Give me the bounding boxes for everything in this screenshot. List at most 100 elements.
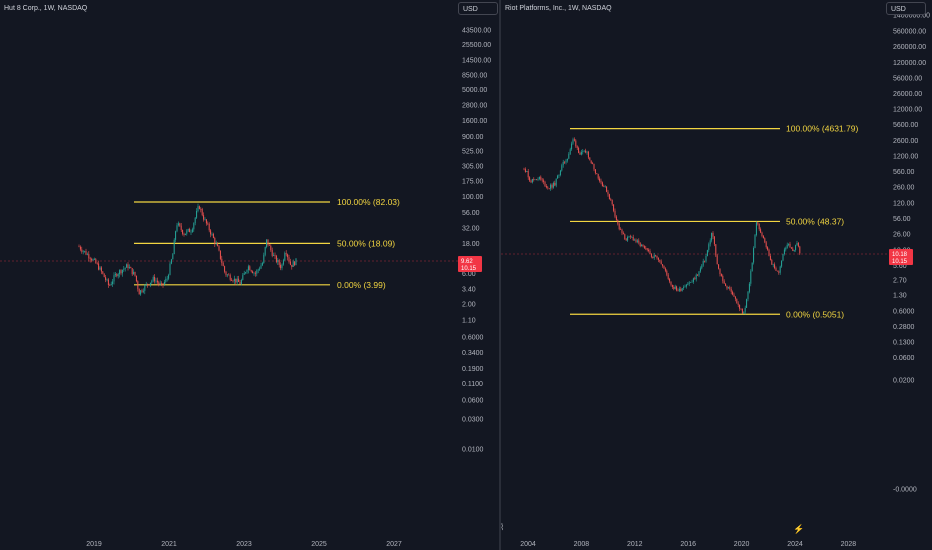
candle-body [765,242,767,248]
candle-body [140,290,142,295]
riot-currency-button[interactable]: USD [886,2,926,15]
candle-body [165,278,167,282]
pane-divider[interactable] [499,0,501,550]
fib-level-label: 50.00% (48.37) [786,216,844,226]
candle-body [628,236,630,238]
fib-level-label: 50.00% (18.09) [337,238,395,248]
candle-body [214,237,216,244]
riot-chart[interactable]: 1400000.00 560000.00 260000.00 120000.00 560… [501,0,932,550]
candle-body [578,148,580,153]
hut8-chart-pane[interactable]: 43500.00 25500.00 14500.00 8500.00 5000.00 28… [0,0,504,550]
x-tick-label: 2028 [841,541,857,548]
candle-body [648,249,650,251]
candle-body [653,255,655,258]
hut8-currency-button[interactable]: USD [458,2,498,15]
candle-body [84,250,86,252]
candle-body [113,275,115,282]
candle-body [677,290,679,292]
candle-body [655,255,657,256]
candle-body [576,146,578,149]
candle-body [781,260,783,267]
candle-body [670,281,672,285]
y-tick-label: 25500.00 [462,42,491,49]
riot-symbol-title[interactable]: Riot Platforms, Inc., 1W, NASDAQ [505,5,612,12]
candle-body [264,246,266,255]
candle-body [114,274,116,276]
candle-body [572,139,574,144]
candle-body [295,258,297,266]
candle-body [786,244,788,248]
candle-body [650,253,652,257]
candle-body [583,150,585,152]
candle-body [530,180,532,183]
candle-body [547,187,549,189]
candle-body [698,271,700,276]
candle-body [771,259,773,265]
hut8-symbol-title[interactable]: Hut 8 Corp., 1W, NASDAQ [4,5,88,12]
candle-body [642,244,644,247]
x-tick-label: 2027 [386,541,402,548]
candle-body [601,182,603,187]
candle-body [662,264,664,266]
candle-body [681,288,683,291]
candle-body [755,222,757,235]
y-tick-label: 2800.00 [462,103,487,110]
y-tick-label: 26000.00 [893,91,922,98]
candle-body [779,266,781,273]
candle-body [173,239,175,255]
candle-body [750,271,752,284]
candle-body [187,228,189,231]
candle-body [709,240,711,245]
drag-handle-icon[interactable]: ⌇ [500,522,505,532]
candle-body [590,160,592,164]
candle-body [89,258,91,260]
candle-body [754,234,756,248]
candle-body [722,275,724,282]
candle-body [211,234,213,235]
candle-body [600,180,602,183]
candle-body [557,175,559,179]
candle-body [250,270,252,272]
hut8-chart[interactable]: 43500.00 25500.00 14500.00 8500.00 5000.00 28… [0,0,499,550]
candle-body [757,222,759,224]
candle-body [134,271,136,276]
candle-body [737,303,739,305]
candle-body [660,261,662,265]
candle-body [268,245,270,246]
lightning-icon[interactable]: ⚡ [793,524,805,534]
candle-body [243,273,245,275]
candle-body [761,232,763,237]
candle-body [782,253,784,261]
candle-body [285,253,287,255]
candle-body [594,169,596,174]
candle-body [631,236,633,238]
candle-body [168,274,170,279]
candle-body [288,257,290,262]
candle-body [579,152,581,155]
candle-body [627,237,629,241]
candle-body [159,283,161,284]
candle-body [179,223,181,226]
candle-body [257,269,259,271]
candle-body [158,282,160,284]
candle-body [210,230,212,235]
candle-body [790,247,792,249]
candle-body [184,233,186,235]
candle-body [596,173,598,175]
candle-body [204,219,206,221]
candle-body [253,272,255,274]
candle-body [208,223,210,231]
candle-body [246,270,248,273]
candle-body [715,244,717,256]
candle-body [226,274,228,276]
candle-body [177,223,179,226]
candle-body [541,179,543,181]
candle-body [88,254,90,259]
candle-body [733,294,735,297]
candle-body [141,290,143,292]
riot-chart-pane[interactable]: 1400000.00 560000.00 260000.00 120000.00 560… [501,0,932,550]
candle-body [260,265,262,269]
candle-body [536,179,538,181]
candle-body [550,184,552,189]
